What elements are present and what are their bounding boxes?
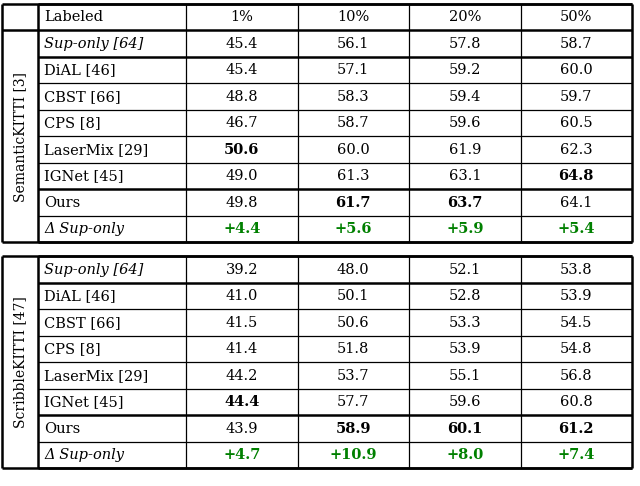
Text: 54.5: 54.5 — [560, 316, 593, 330]
Text: Labeled: Labeled — [44, 10, 103, 24]
Text: 44.2: 44.2 — [225, 369, 258, 383]
Text: 53.9: 53.9 — [449, 342, 481, 356]
Text: 62.3: 62.3 — [560, 143, 593, 157]
Text: 60.1: 60.1 — [447, 422, 483, 436]
Text: 50%: 50% — [560, 10, 593, 24]
Text: Δ Sup-only: Δ Sup-only — [44, 222, 124, 236]
Text: 56.8: 56.8 — [560, 369, 593, 383]
Text: +4.4: +4.4 — [223, 222, 260, 236]
Text: 53.7: 53.7 — [337, 369, 369, 383]
Text: 59.2: 59.2 — [449, 63, 481, 77]
Text: 64.1: 64.1 — [560, 196, 593, 210]
Text: 55.1: 55.1 — [449, 369, 481, 383]
Text: DiAL [46]: DiAL [46] — [44, 289, 116, 303]
Text: 43.9: 43.9 — [225, 422, 258, 436]
Text: 41.0: 41.0 — [225, 289, 258, 303]
Text: 46.7: 46.7 — [225, 116, 258, 130]
Text: Ours: Ours — [44, 196, 80, 210]
Text: +8.0: +8.0 — [446, 448, 483, 462]
Text: 52.1: 52.1 — [449, 263, 481, 277]
Text: LaserMix [29]: LaserMix [29] — [44, 143, 148, 157]
Text: 57.7: 57.7 — [337, 395, 369, 409]
Text: 41.4: 41.4 — [226, 342, 258, 356]
Text: CPS [8]: CPS [8] — [44, 342, 100, 356]
Text: 56.1: 56.1 — [337, 37, 369, 51]
Text: 64.8: 64.8 — [559, 169, 594, 183]
Text: Sup-only [64]: Sup-only [64] — [44, 263, 143, 277]
Text: 50.6: 50.6 — [337, 316, 369, 330]
Text: 61.3: 61.3 — [337, 169, 369, 183]
Text: 1%: 1% — [230, 10, 253, 24]
Text: 59.6: 59.6 — [449, 116, 481, 130]
Text: CBST [66]: CBST [66] — [44, 316, 120, 330]
Text: 63.7: 63.7 — [447, 196, 483, 210]
Text: 58.7: 58.7 — [560, 37, 593, 51]
Text: 58.7: 58.7 — [337, 116, 369, 130]
Text: 48.0: 48.0 — [337, 263, 369, 277]
Text: 58.9: 58.9 — [335, 422, 371, 436]
Text: Δ Sup-only: Δ Sup-only — [44, 448, 124, 462]
Text: 63.1: 63.1 — [449, 169, 481, 183]
Text: 45.4: 45.4 — [225, 37, 258, 51]
Text: +10.9: +10.9 — [330, 448, 377, 462]
Text: CBST [66]: CBST [66] — [44, 90, 120, 104]
Text: +5.4: +5.4 — [557, 222, 595, 236]
Text: 52.8: 52.8 — [449, 289, 481, 303]
Text: 49.0: 49.0 — [225, 169, 258, 183]
Text: 59.7: 59.7 — [560, 90, 593, 104]
Text: 61.7: 61.7 — [335, 196, 371, 210]
Text: 39.2: 39.2 — [225, 263, 258, 277]
Text: 20%: 20% — [449, 10, 481, 24]
Text: SemanticKITTI [3]: SemanticKITTI [3] — [13, 71, 27, 202]
Text: 60.5: 60.5 — [560, 116, 593, 130]
Text: 61.9: 61.9 — [449, 143, 481, 157]
Text: LaserMix [29]: LaserMix [29] — [44, 369, 148, 383]
Text: 53.3: 53.3 — [449, 316, 481, 330]
Text: 60.8: 60.8 — [560, 395, 593, 409]
Text: Sup-only [64]: Sup-only [64] — [44, 37, 143, 51]
Text: 10%: 10% — [337, 10, 369, 24]
Text: 57.8: 57.8 — [449, 37, 481, 51]
Text: +5.6: +5.6 — [335, 222, 372, 236]
Text: 49.8: 49.8 — [225, 196, 258, 210]
Text: 54.8: 54.8 — [560, 342, 593, 356]
Text: 61.2: 61.2 — [559, 422, 594, 436]
Text: 60.0: 60.0 — [560, 63, 593, 77]
Text: 41.5: 41.5 — [226, 316, 258, 330]
Text: IGNet [45]: IGNet [45] — [44, 169, 124, 183]
Text: ScribbleKITTI [47]: ScribbleKITTI [47] — [13, 296, 27, 429]
Text: 50.6: 50.6 — [224, 143, 259, 157]
Text: 45.4: 45.4 — [225, 63, 258, 77]
Text: 44.4: 44.4 — [224, 395, 259, 409]
Text: +4.7: +4.7 — [223, 448, 260, 462]
Text: 53.9: 53.9 — [560, 289, 593, 303]
Text: 53.8: 53.8 — [560, 263, 593, 277]
Text: 59.6: 59.6 — [449, 395, 481, 409]
Text: DiAL [46]: DiAL [46] — [44, 63, 116, 77]
Text: IGNet [45]: IGNet [45] — [44, 395, 124, 409]
Text: CPS [8]: CPS [8] — [44, 116, 100, 130]
Text: 51.8: 51.8 — [337, 342, 369, 356]
Text: 59.4: 59.4 — [449, 90, 481, 104]
Text: Ours: Ours — [44, 422, 80, 436]
Text: 58.3: 58.3 — [337, 90, 369, 104]
Text: 57.1: 57.1 — [337, 63, 369, 77]
Text: 48.8: 48.8 — [225, 90, 258, 104]
Text: 60.0: 60.0 — [337, 143, 370, 157]
Text: +7.4: +7.4 — [557, 448, 595, 462]
Text: +5.9: +5.9 — [446, 222, 483, 236]
Text: 50.1: 50.1 — [337, 289, 369, 303]
